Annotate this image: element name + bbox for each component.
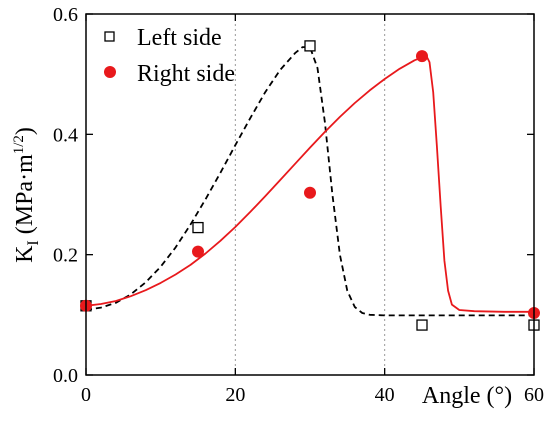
x-axis-title: Angle (°) xyxy=(422,383,512,409)
axis-ticks xyxy=(85,13,535,376)
fit-curves xyxy=(85,46,534,317)
marker-series-0-point-2 xyxy=(304,40,316,52)
x-tick-label-1: 20 xyxy=(225,384,245,406)
legend-marker-right-side xyxy=(104,66,116,78)
marker-series-0-point-3 xyxy=(416,319,428,331)
legend-label-left-side: Left side xyxy=(137,25,222,51)
y-axis-title-units-close: ) xyxy=(12,127,38,135)
y-axis-title-units: (MPa·m xyxy=(12,154,38,240)
y-axis-title: KI (MPa·m1/2) xyxy=(11,127,42,263)
tick-labels: 0 20 40 60 0.0 0.2 0.4 0.6 xyxy=(53,4,544,406)
y-axis-title-subscript: I xyxy=(25,240,42,245)
marker-series-1-point-1 xyxy=(192,245,204,258)
fit-curve-series-1 xyxy=(85,55,534,313)
y-axis-title-main: K xyxy=(12,245,38,263)
legend-label-right-side: Right side xyxy=(137,61,235,87)
y-tick-label-1: 0.2 xyxy=(53,245,78,267)
fit-curve-series-0 xyxy=(85,46,534,317)
legend: Left side Right side xyxy=(104,25,235,87)
plot-area-frame xyxy=(85,13,535,376)
x-tick-label-0: 0 xyxy=(81,384,91,406)
y-tick-label-2: 0.4 xyxy=(53,124,78,146)
x-tick-label-2: 40 xyxy=(375,384,395,406)
marker-series-1-point-2 xyxy=(304,186,316,199)
x-tick-label-3: 60 xyxy=(524,384,544,406)
legend-marker-left-side xyxy=(104,31,115,42)
y-tick-label-3: 0.6 xyxy=(53,4,78,26)
marker-series-0-point-1 xyxy=(192,221,204,234)
y-axis-title-superscript: 1/2 xyxy=(11,135,27,154)
y-tick-label-0: 0.0 xyxy=(53,365,78,387)
marker-series-1-point-3 xyxy=(416,50,428,63)
